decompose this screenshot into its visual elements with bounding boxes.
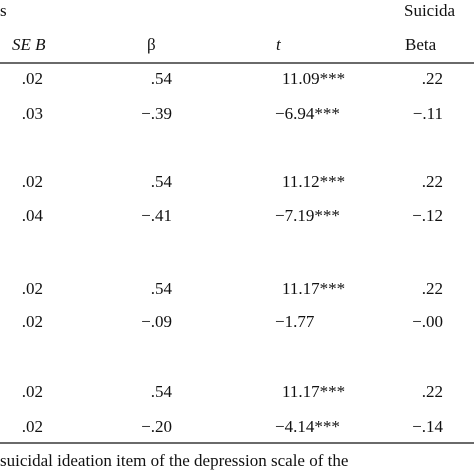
table-cell: 11.17*** bbox=[282, 279, 345, 298]
footnote: suicidal ideation item of the depression… bbox=[0, 451, 348, 470]
table-cell: 11.17*** bbox=[282, 382, 345, 401]
table-cell: .22 bbox=[422, 69, 443, 88]
table-cell: .54 bbox=[151, 382, 173, 401]
table-cell: 11.12*** bbox=[282, 172, 345, 191]
table-cell: −.41 bbox=[141, 206, 172, 225]
table-cell: −.39 bbox=[141, 104, 172, 123]
table-cell: −.09 bbox=[141, 312, 172, 331]
table-cell: −.11 bbox=[413, 104, 443, 123]
table-cell: .04 bbox=[22, 206, 44, 225]
table-cell: .02 bbox=[22, 382, 43, 401]
table-cell: −.14 bbox=[412, 417, 443, 436]
table-cell: −.12 bbox=[412, 206, 443, 225]
table-cell: .02 bbox=[22, 417, 43, 436]
column-header: t bbox=[276, 35, 282, 54]
table-cell: .54 bbox=[151, 69, 173, 88]
table-cell: .02 bbox=[22, 279, 43, 298]
table-cell: .22 bbox=[422, 382, 443, 401]
group-header: Suicida bbox=[404, 1, 455, 20]
table-cell: .54 bbox=[151, 279, 173, 298]
table-cell: −1.77 bbox=[275, 312, 315, 331]
table-cell: .02 bbox=[22, 69, 43, 88]
table-cell: 11.09*** bbox=[282, 69, 345, 88]
column-header: β bbox=[147, 35, 156, 54]
table-cell: −7.19*** bbox=[275, 206, 340, 225]
table-cell: .03 bbox=[22, 104, 43, 123]
table-cell: .54 bbox=[151, 172, 173, 191]
table-cell: −.20 bbox=[141, 417, 172, 436]
column-header: SE B bbox=[12, 35, 46, 54]
group-header: s bbox=[0, 1, 7, 20]
table-cell: .02 bbox=[22, 312, 43, 331]
column-header: Beta bbox=[405, 35, 437, 54]
table-cell: .02 bbox=[22, 172, 43, 191]
table-cell: −6.94*** bbox=[275, 104, 340, 123]
table-cell: −4.14*** bbox=[275, 417, 340, 436]
table-cell: .22 bbox=[422, 279, 443, 298]
table-cell: .22 bbox=[422, 172, 443, 191]
table-cell: −.00 bbox=[412, 312, 443, 331]
